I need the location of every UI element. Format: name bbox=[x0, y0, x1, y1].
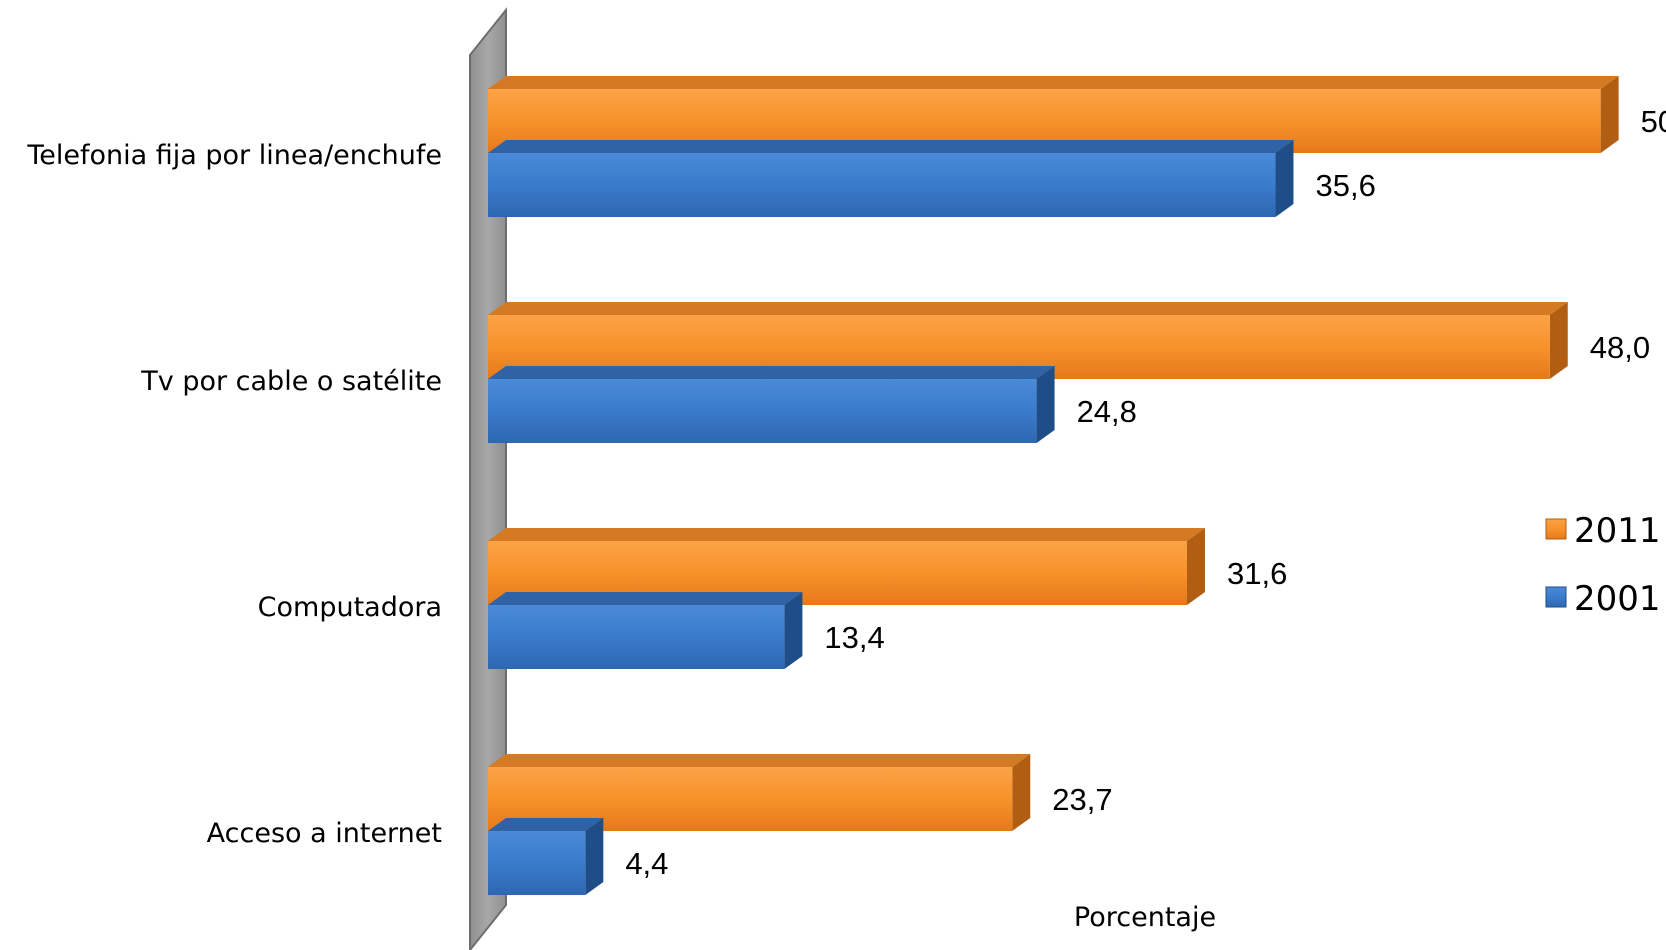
category-label-0: Telefonia fija por linea/enchufe bbox=[26, 140, 442, 171]
value-label-2001-3: 4,4 bbox=[625, 846, 668, 881]
bars-group bbox=[488, 76, 1619, 895]
bar-top-face bbox=[488, 76, 1619, 89]
value-label-2001-1: 24,8 bbox=[1077, 394, 1137, 429]
value-label-2001-0: 35,6 bbox=[1315, 168, 1375, 203]
bar-top-face bbox=[488, 528, 1205, 541]
legend-swatch-2011 bbox=[1545, 518, 1567, 540]
bar-2001-0 bbox=[488, 140, 1294, 217]
legend: 2011 2001 bbox=[1545, 511, 1661, 619]
bar-side-face bbox=[1600, 76, 1619, 153]
bar-side-face bbox=[585, 818, 604, 895]
bar-side-face bbox=[1012, 754, 1031, 831]
bar-2001-3 bbox=[488, 818, 604, 895]
bar-side-face bbox=[1275, 140, 1294, 217]
bar-top-face bbox=[488, 818, 604, 831]
bar-front-face bbox=[488, 153, 1276, 217]
bar-2001-1 bbox=[488, 366, 1055, 443]
bar-side-face bbox=[1549, 302, 1568, 379]
bar-side-face bbox=[1186, 528, 1205, 605]
bar-top-face bbox=[488, 592, 803, 605]
value-label-2001-2: 13,4 bbox=[824, 620, 884, 655]
bar-front-face bbox=[488, 379, 1037, 443]
bar-side-face bbox=[1036, 366, 1055, 443]
axis-wall-panel bbox=[469, 7, 507, 950]
value-label-2011-0: 50,3 bbox=[1641, 104, 1666, 139]
value-label-2011-3: 23,7 bbox=[1052, 782, 1112, 817]
x-axis-title: Porcentaje bbox=[1074, 902, 1216, 933]
category-labels: Telefonia fija por linea/enchufe Tv por c… bbox=[26, 140, 442, 849]
bar-front-face bbox=[488, 831, 586, 895]
bar-2011-3 bbox=[488, 754, 1031, 831]
category-label-2: Computadora bbox=[258, 592, 442, 623]
value-label-2011-1: 48,0 bbox=[1590, 330, 1650, 365]
category-label-1: Tv por cable o satélite bbox=[140, 366, 442, 397]
legend-label-2001: 2001 bbox=[1574, 579, 1661, 619]
value-label-2011-2: 31,6 bbox=[1227, 556, 1287, 591]
legend-swatch-2001 bbox=[1545, 586, 1567, 608]
legend-label-2011: 2011 bbox=[1574, 511, 1661, 551]
bar-top-face bbox=[488, 366, 1055, 379]
bar-side-face bbox=[784, 592, 803, 669]
axis-wall bbox=[469, 7, 507, 950]
bar-2001-2 bbox=[488, 592, 803, 669]
category-label-3: Acceso a internet bbox=[207, 818, 442, 849]
value-labels: 50,3 35,6 48,0 24,8 31,6 13,4 23,7 4,4 bbox=[625, 104, 1666, 881]
bar-front-face bbox=[488, 605, 785, 669]
bar-top-face bbox=[488, 302, 1568, 315]
bar-top-face bbox=[488, 140, 1294, 153]
bar-top-face bbox=[488, 754, 1031, 767]
